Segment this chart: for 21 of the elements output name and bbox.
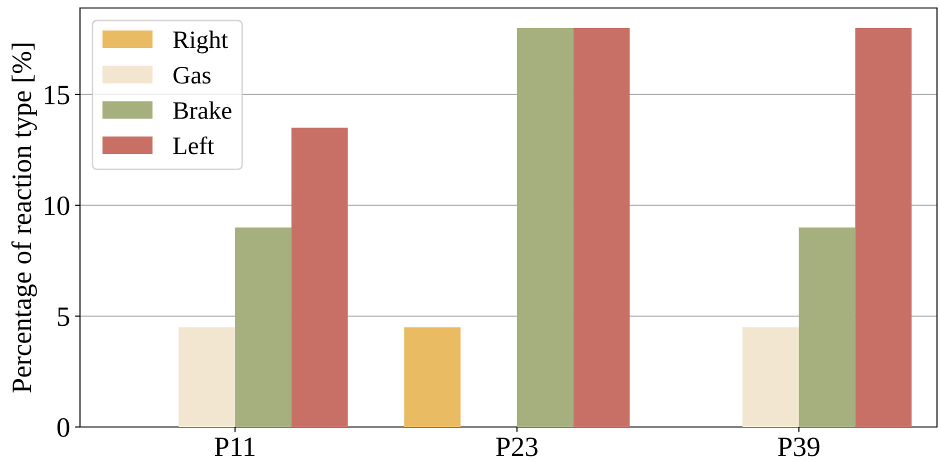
- x-tick-label: P23: [496, 438, 538, 456]
- bar: [855, 28, 912, 427]
- y-axis-title: Percentage of reaction type [%]: [11, 44, 37, 393]
- bar: [573, 28, 630, 427]
- bar: [404, 327, 461, 427]
- x-tick-label: P11: [214, 438, 254, 456]
- y-tick-label: 0: [57, 418, 70, 437]
- y-tick-label: 15: [44, 86, 70, 104]
- bar: [291, 128, 348, 427]
- bar: [798, 227, 856, 427]
- bar: [516, 28, 574, 427]
- legend-label: Brake: [173, 101, 232, 119]
- y-tick-label: 5: [58, 308, 70, 326]
- bar: [742, 327, 799, 427]
- x-tick-label: P39: [778, 438, 820, 456]
- legend-label: Left: [173, 136, 214, 154]
- bar: [235, 227, 292, 427]
- bar: [178, 327, 236, 427]
- legend-label: Gas: [174, 66, 210, 84]
- y-tick-label: 10: [44, 196, 70, 216]
- legend-label: Right: [173, 30, 228, 54]
